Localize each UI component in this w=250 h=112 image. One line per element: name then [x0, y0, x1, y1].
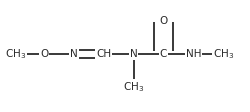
Text: N: N — [130, 49, 138, 59]
Text: NH: NH — [186, 49, 201, 59]
Text: CH$_3$: CH$_3$ — [123, 80, 144, 94]
Text: CH: CH — [96, 49, 112, 59]
Text: CH$_3$: CH$_3$ — [5, 47, 26, 61]
Text: C: C — [160, 49, 167, 59]
Text: N: N — [70, 49, 78, 59]
Text: O: O — [160, 16, 168, 26]
Text: CH$_3$: CH$_3$ — [212, 47, 234, 61]
Text: O: O — [40, 49, 48, 59]
